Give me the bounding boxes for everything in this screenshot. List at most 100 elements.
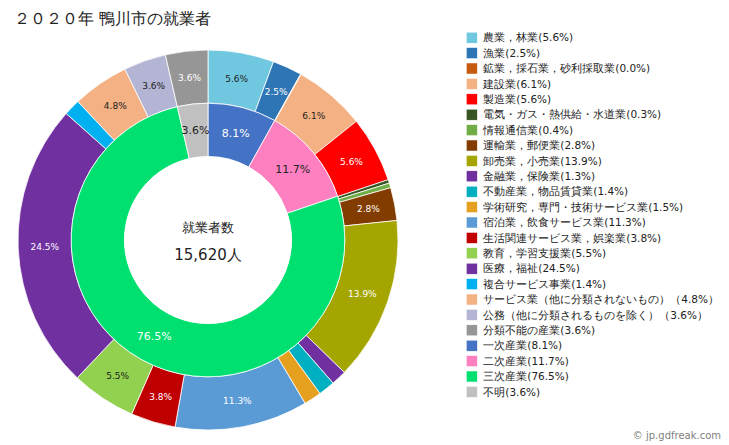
- data-label: 3.6%: [178, 73, 201, 83]
- legend-item: 分類不能の産業(3.6%): [466, 324, 595, 336]
- legend-item: 農業，林業(5.6%): [466, 31, 573, 43]
- legend-swatch: [466, 294, 477, 305]
- legend-item: 二次産業(11.7%): [466, 355, 569, 367]
- legend-item: 一次産業(8.1%): [466, 339, 562, 351]
- legend-label: 鉱業，採石業，砂利採取業(0.0%): [483, 62, 650, 74]
- center-hole: [124, 156, 291, 323]
- data-label: 2.8%: [357, 204, 380, 214]
- legend-item: 運輸業，郵便業(2.8%): [466, 139, 595, 151]
- legend-item: 不動産業，物品賃貸業(1.4%): [466, 185, 628, 197]
- legend-swatch: [466, 155, 477, 166]
- legend-swatch: [466, 371, 477, 382]
- legend-label: 電気・ガス・熱供給・水道業(0.3%): [483, 108, 661, 120]
- legend-item: 漁業(2.5%): [466, 47, 540, 59]
- legend-swatch: [466, 63, 477, 74]
- legend-swatch: [466, 186, 477, 197]
- legend-label: 学術研究，専門・技術サービス業(1.5%): [483, 201, 683, 213]
- center-text: 15,620人: [174, 246, 242, 264]
- data-labels: 5.6% 2.5% 6.1% 5.6% 2.8% 13.9% 11.3% 3.8% 5.5% 24…: [30, 73, 380, 406]
- legend-item: 情報通信業(0.4%): [466, 124, 573, 136]
- legend: 農業，林業(5.6%) 漁業(2.5%) 鉱業，採石業，砂利採取業(0.0%) 建設業…: [466, 31, 719, 397]
- legend-label: 医療，福祉(24.5%): [483, 262, 580, 274]
- legend-swatch: [466, 171, 477, 182]
- legend-item: 三次産業(76.5%): [466, 370, 569, 382]
- legend-label: 公務（他に分類されるものを除く）（3.6%）: [483, 309, 708, 321]
- legend-label: 不明(3.6%): [483, 386, 540, 398]
- legend-label: 漁業(2.5%): [483, 47, 540, 59]
- legend-item: 製造業(5.6%): [466, 93, 551, 105]
- legend-label: 金融業，保険業(1.3%): [483, 170, 595, 182]
- legend-label: 一次産業(8.1%): [483, 339, 562, 351]
- data-label: 8.1%: [222, 127, 250, 140]
- legend-swatch: [466, 140, 477, 151]
- legend-label: 生活関連サービス業，娯楽業(3.8%): [483, 232, 661, 244]
- legend-swatch: [466, 217, 477, 228]
- legend-label: 農業，林業(5.6%): [483, 31, 573, 43]
- legend-item: 教育，学習支援業(5.5%): [466, 247, 606, 259]
- data-label: 24.5%: [30, 242, 59, 252]
- legend-label: 宿泊業，飲食サービス業(11.3%): [483, 216, 646, 228]
- legend-label: 情報通信業(0.4%): [482, 124, 573, 136]
- legend-label: 卸売業，小売業(13.9%): [483, 155, 602, 167]
- chart-svg: ２０２０年 鴨川市の就業者農業，林業(5.6%) 漁業(2.5%) 鉱業，採石業，砂…: [0, 0, 729, 445]
- title: ２０２０年 鴨川市の就業者: [14, 9, 211, 28]
- center-text: 就業者数: [182, 220, 234, 235]
- legend-item: 医療，福祉(24.5%): [466, 262, 580, 274]
- data-label: 5.5%: [106, 371, 129, 381]
- data-label: 11.3%: [223, 396, 252, 406]
- legend-label: 建設業(6.1%): [482, 78, 551, 90]
- legend-label: 製造業(5.6%): [483, 93, 551, 105]
- legend-swatch: [466, 202, 477, 213]
- legend-swatch: [466, 340, 477, 351]
- data-label: 3.6%: [142, 81, 165, 91]
- slices: [18, 50, 398, 430]
- data-label: 3.6%: [182, 124, 210, 137]
- chart-container: ２０２０年 鴨川市の就業者農業，林業(5.6%) 漁業(2.5%) 鉱業，採石業，砂…: [0, 0, 729, 445]
- legend-item: 卸売業，小売業(13.9%): [466, 155, 602, 167]
- legend-swatch: [466, 48, 477, 59]
- legend-label: 分類不能の産業(3.6%): [483, 324, 595, 336]
- legend-item: 学術研究，専門・技術サービス業(1.5%): [466, 201, 683, 213]
- legend-swatch: [466, 248, 477, 259]
- plot: 5.6% 2.5% 6.1% 5.6% 2.8% 13.9% 11.3% 3.8% 5.5% 24…: [18, 50, 398, 430]
- legend-item: 金融業，保険業(1.3%): [466, 170, 595, 182]
- legend-swatch: [466, 263, 477, 274]
- legend-label: 三次産業(76.5%): [483, 370, 569, 382]
- legend-swatch: [466, 386, 477, 397]
- watermark: © jp.gdfreak.com: [633, 430, 721, 441]
- legend-label: 不動産業，物品賃貸業(1.4%): [483, 185, 628, 197]
- legend-item: 生活関連サービス業，娯楽業(3.8%): [466, 232, 661, 244]
- data-label: 6.1%: [302, 111, 325, 121]
- legend-item: 公務（他に分類されるものを除く）（3.6%）: [466, 309, 708, 321]
- legend-swatch: [466, 356, 477, 367]
- data-label: 3.8%: [149, 392, 172, 402]
- legend-item: 建設業(6.1%): [466, 78, 551, 90]
- legend-swatch: [466, 78, 477, 89]
- legend-label: 運輸業，郵便業(2.8%): [483, 139, 595, 151]
- legend-swatch: [466, 94, 477, 105]
- legend-swatch: [466, 279, 477, 290]
- data-label: 2.5%: [265, 87, 288, 97]
- legend-item: 複合サービス事業(1.4%): [466, 278, 606, 290]
- legend-item: 電気・ガス・熱供給・水道業(0.3%): [466, 108, 661, 120]
- legend-item: 不明(3.6%): [466, 386, 540, 398]
- legend-swatch: [466, 109, 477, 120]
- legend-item: サービス業（他に分類されないもの）（4.8%）: [466, 293, 719, 305]
- legend-label: 教育，学習支援業(5.5%): [483, 247, 606, 259]
- slice: [165, 50, 208, 107]
- legend-label: 複合サービス事業(1.4%): [483, 278, 606, 290]
- data-label: 76.5%: [137, 330, 172, 343]
- legend-label: 二次産業(11.7%): [483, 355, 569, 367]
- legend-swatch: [466, 309, 477, 320]
- legend-swatch: [466, 232, 477, 243]
- legend-label: サービス業（他に分類されないもの）（4.8%）: [483, 293, 719, 305]
- legend-swatch: [466, 32, 477, 43]
- data-label: 13.9%: [348, 289, 377, 299]
- legend-item: 鉱業，採石業，砂利採取業(0.0%): [466, 62, 650, 74]
- slice: [340, 188, 397, 226]
- data-label: 5.6%: [340, 157, 363, 167]
- legend-swatch: [466, 125, 477, 136]
- data-label: 11.7%: [275, 163, 310, 176]
- data-label: 5.6%: [225, 74, 248, 84]
- data-label: 4.8%: [104, 101, 127, 111]
